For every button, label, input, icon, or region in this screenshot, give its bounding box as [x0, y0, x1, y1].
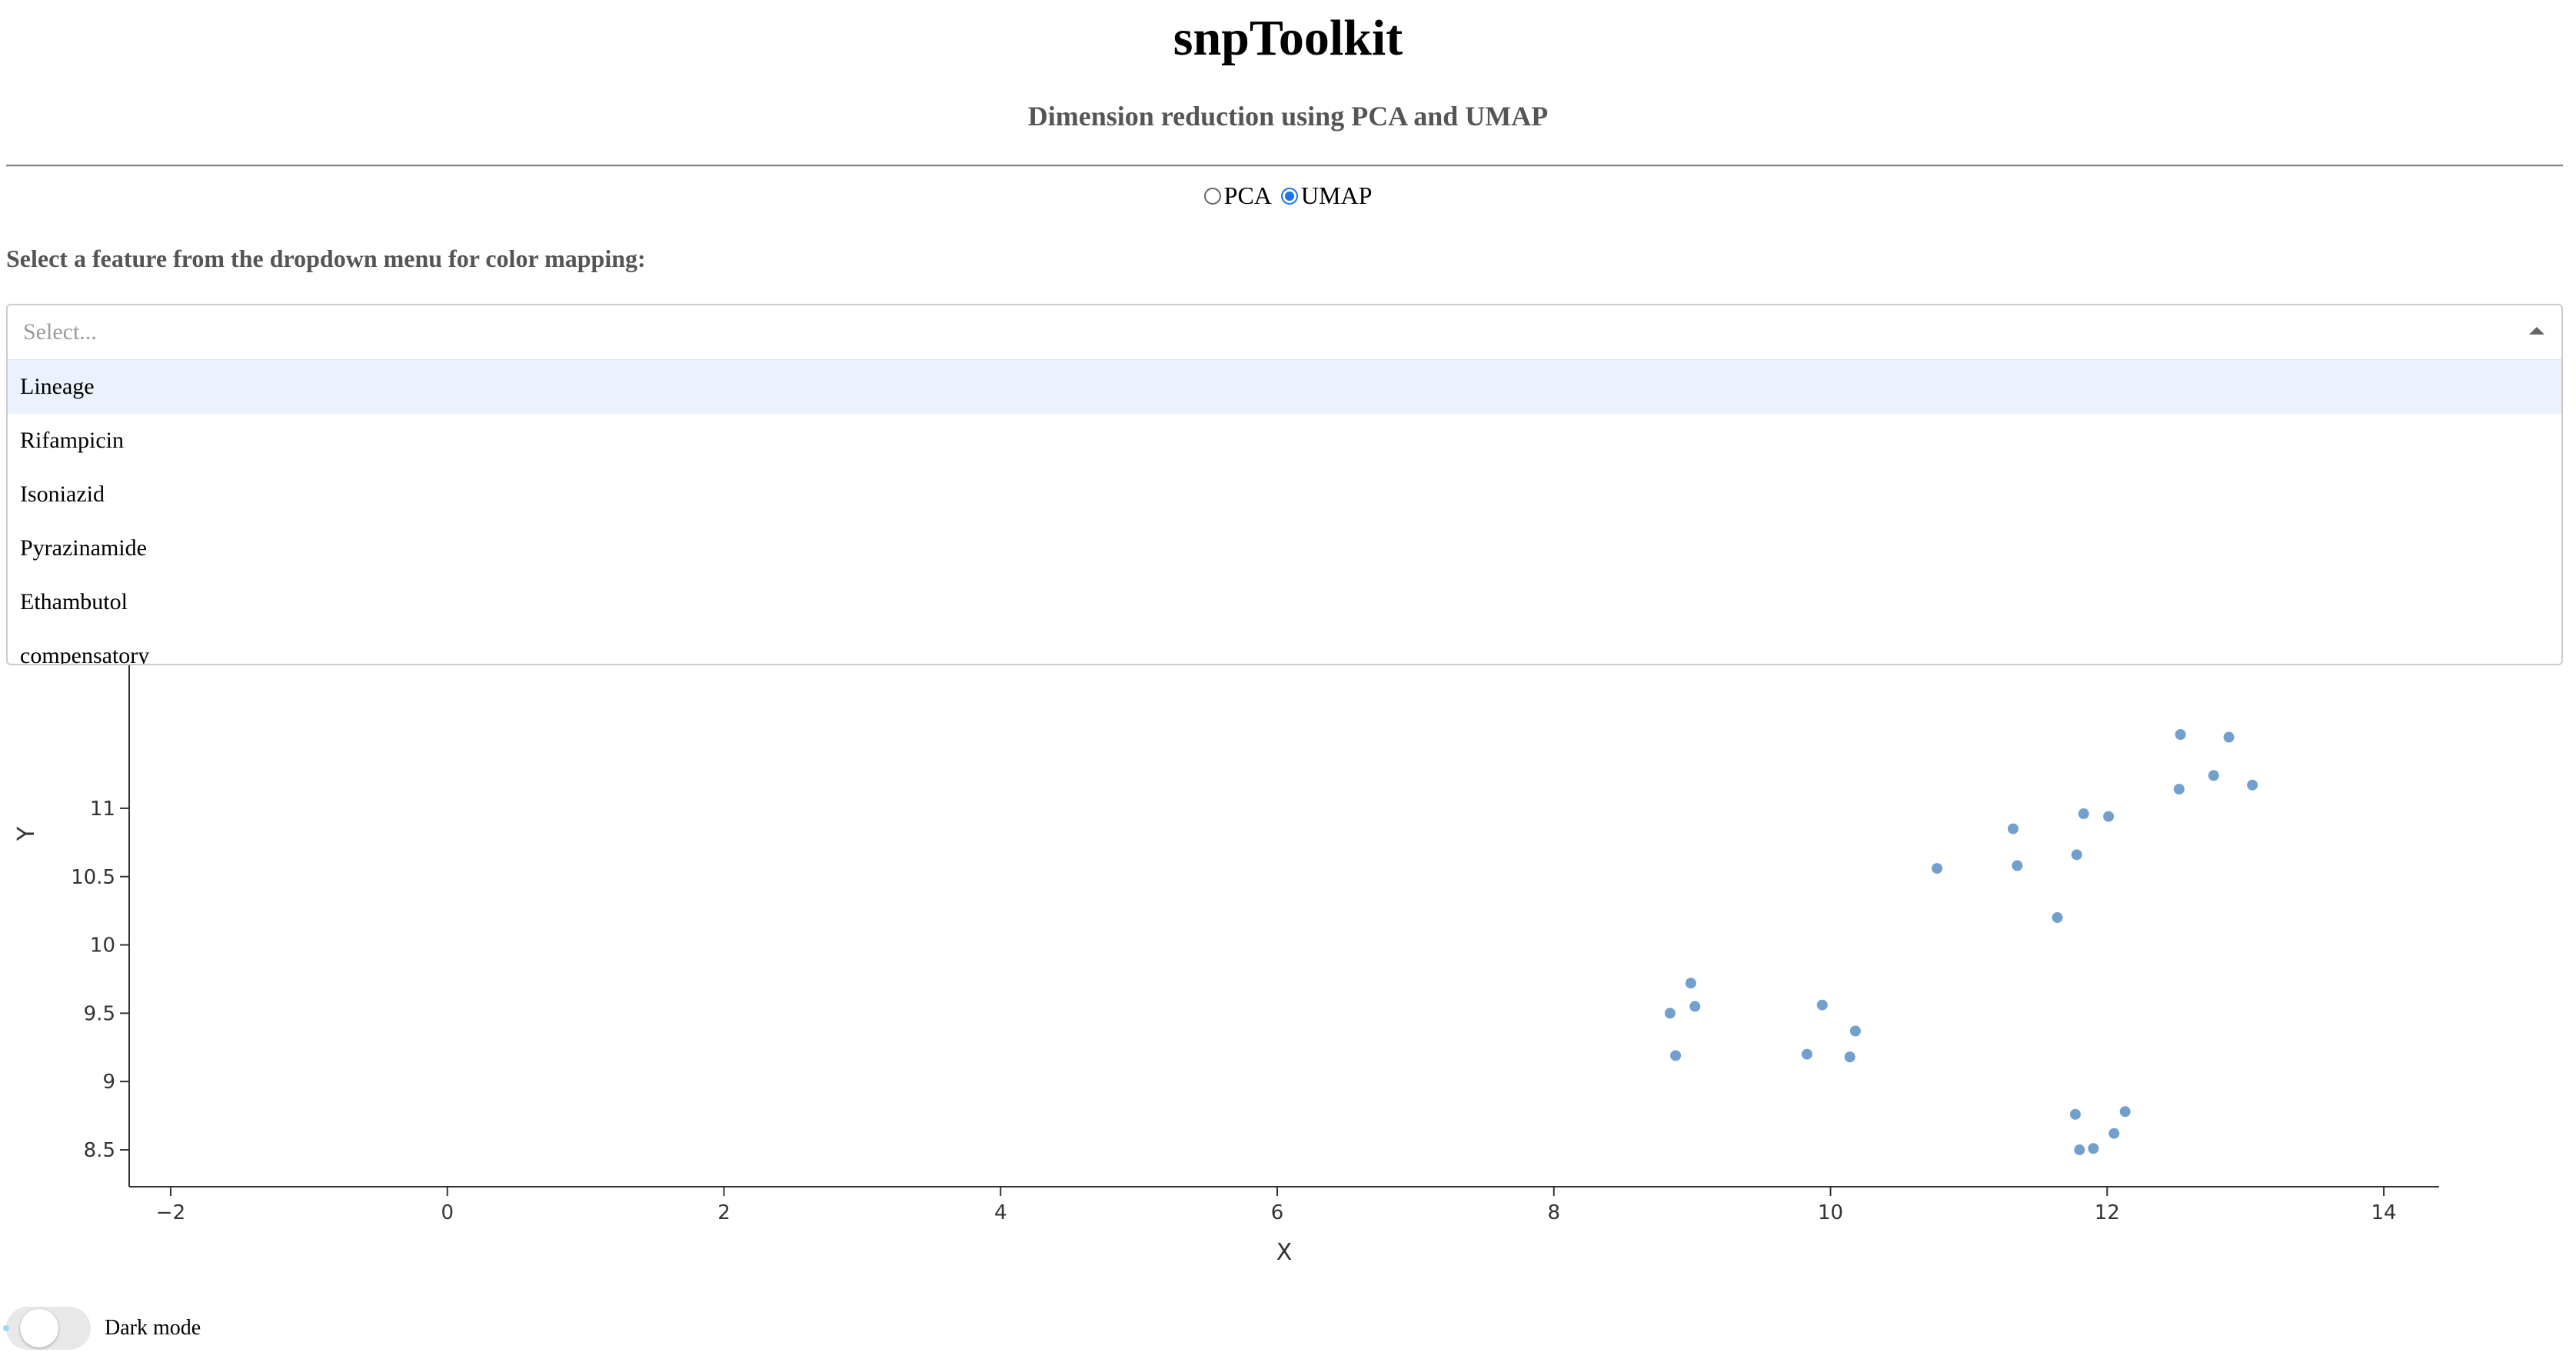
- dropdown-option-isoniazid[interactable]: Isoniazid: [20, 481, 105, 507]
- scatter-point: [1849, 1025, 1861, 1037]
- scatter-point: [2071, 849, 2082, 861]
- x-tick-label: 2: [717, 1201, 731, 1224]
- dark-mode-toggle[interactable]: Dark mode: [3, 1305, 201, 1351]
- scatter-point: [2088, 1143, 2099, 1154]
- x-tick-label: −2: [156, 1201, 185, 1224]
- x-tick-label: 12: [2095, 1201, 2120, 1224]
- scatter-point: [2052, 912, 2063, 924]
- radio-pca[interactable]: [1203, 187, 1221, 205]
- feature-dropdown[interactable]: Select... Lineage Rifampicin Isoniazid P…: [6, 304, 2563, 665]
- scatter-point: [2119, 1106, 2131, 1118]
- dark-mode-switch[interactable]: [3, 1307, 91, 1350]
- scatter-point: [1670, 1050, 1682, 1061]
- scatter-point: [1685, 978, 1696, 989]
- y-tick-label: 8.5: [84, 1139, 115, 1162]
- scatter-point: [2173, 784, 2185, 795]
- scatter-point: [1801, 1048, 1812, 1060]
- x-tick-label: 8: [1547, 1201, 1560, 1224]
- scatter-point: [2069, 1108, 2081, 1120]
- radio-umap-label: UMAP: [1300, 182, 1373, 209]
- scatter-point: [2103, 811, 2115, 822]
- y-tick-label: 10.5: [71, 866, 115, 889]
- scatter-point: [1689, 1001, 1701, 1012]
- scatter-point: [1816, 999, 1828, 1011]
- scatter-point: [2108, 1128, 2120, 1139]
- scatter-point: [1932, 863, 1943, 874]
- scatter-point: [2078, 808, 2089, 820]
- feature-dropdown-placeholder: Select...: [23, 319, 97, 345]
- scatter-point: [2175, 729, 2186, 741]
- y-tick-label: 9: [102, 1071, 115, 1094]
- scatter-point: [1664, 1008, 1676, 1019]
- y-tick-label: 9.5: [84, 1002, 115, 1025]
- radio-umap[interactable]: [1280, 187, 1298, 205]
- y-tick-label: 10: [90, 934, 115, 958]
- radio-option-pca[interactable]: PCA: [1203, 182, 1272, 210]
- x-axis-label: X: [1276, 1239, 1293, 1266]
- page-title: snpToolkit: [1173, 10, 1403, 66]
- dropdown-option-rifampicin[interactable]: Rifampicin: [20, 428, 124, 453]
- toggle-knob[interactable]: [20, 1309, 58, 1347]
- feature-dropdown-menu: Lineage Rifampicin Isoniazid Pyrazinamid…: [8, 360, 2561, 665]
- x-tick-label: 10: [1818, 1201, 1843, 1224]
- scatter-point: [2223, 731, 2235, 743]
- x-tick-label: 14: [2371, 1201, 2397, 1224]
- dropdown-option-compensatory[interactable]: compensatory: [20, 643, 150, 665]
- dropdown-option-pyrazinamide[interactable]: Pyrazinamide: [20, 535, 147, 561]
- scatter-point: [2074, 1144, 2085, 1156]
- scatter-point: [2012, 860, 2023, 871]
- scatter-point: [2007, 823, 2019, 834]
- feature-dropdown-control[interactable]: Select...: [8, 305, 2561, 360]
- y-tick-label: 11: [90, 798, 115, 821]
- dropdown-option-lineage[interactable]: Lineage: [8, 360, 2561, 414]
- page-subtitle: Dimension reduction using PCA and UMAP: [1027, 101, 1549, 132]
- dropdown-option-ethambutol[interactable]: Ethambutol: [20, 589, 128, 615]
- feature-select-label: Select a feature from the dropdown menu …: [6, 245, 646, 272]
- dark-mode-label: Dark mode: [105, 1316, 201, 1340]
- scatter-point: [2208, 770, 2219, 781]
- toggle-indicator-dot: [3, 1325, 9, 1331]
- radio-option-umap[interactable]: UMAP: [1280, 182, 1373, 210]
- x-tick-label: 0: [441, 1201, 454, 1224]
- y-axis-label: Y: [13, 826, 40, 841]
- x-tick-label: 6: [1271, 1201, 1284, 1224]
- header-divider: [6, 165, 2563, 167]
- radio-pca-label: PCA: [1223, 182, 1272, 209]
- caret-up-icon[interactable]: [2529, 327, 2544, 335]
- scatter-point: [2247, 779, 2258, 791]
- method-radio-group: PCA UMAP: [0, 182, 2576, 211]
- scatter-point: [1844, 1051, 1855, 1063]
- x-tick-label: 4: [994, 1201, 1007, 1224]
